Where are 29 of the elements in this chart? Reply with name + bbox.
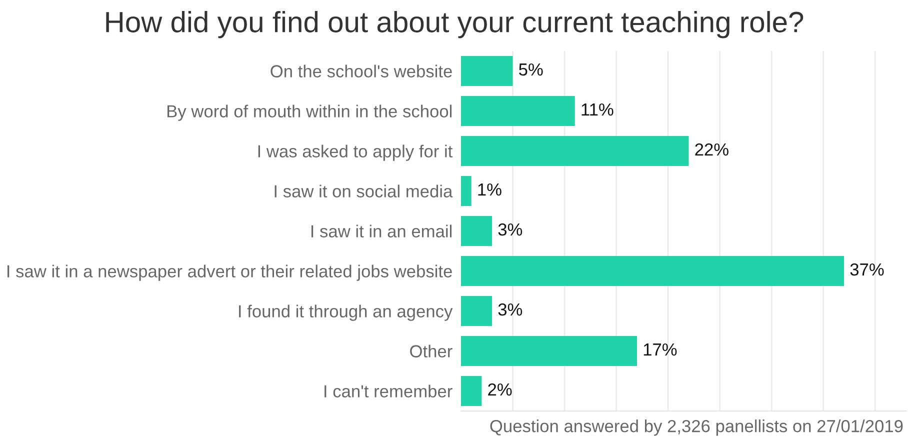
- y-tick-label: I saw it in an email: [311, 224, 452, 238]
- data-label: 37%: [850, 263, 884, 276]
- bar: [461, 136, 689, 166]
- bar: [461, 176, 472, 206]
- data-label: 2%: [488, 383, 512, 396]
- y-tick-label: I saw it in a newspaper advert or their related jobs website: [8, 264, 452, 281]
- bar: [461, 256, 844, 286]
- data-label: 5%: [519, 63, 543, 76]
- y-tick-label: On the school's website: [270, 64, 452, 78]
- y-tick-label: I can't remember: [324, 384, 452, 398]
- data-label: 1%: [478, 183, 502, 196]
- y-tick-label: Other: [410, 344, 452, 358]
- data-label: 3%: [498, 303, 522, 316]
- bar: [461, 376, 482, 406]
- y-tick-label: I found it through an agency: [239, 304, 453, 321]
- text: Question answered by 2,326 panellists on 27/01/2019: [490, 420, 903, 436]
- y-tick-label: I was asked to apply for it: [258, 144, 453, 161]
- chart-title: How did you find out about your current teaching role?: [106, 11, 804, 38]
- bar: [461, 56, 513, 86]
- data-label: 17%: [644, 343, 677, 356]
- data-label: 3%: [498, 223, 522, 236]
- bar: [461, 96, 575, 126]
- bar: [461, 296, 492, 326]
- y-tick-label: I saw it on social media: [274, 184, 453, 198]
- data-label: 11%: [582, 103, 614, 116]
- y-tick-label: By word of mouth within in the school: [168, 104, 452, 121]
- bar: [461, 216, 492, 246]
- data-label: 22%: [695, 143, 728, 156]
- bar: [461, 336, 638, 366]
